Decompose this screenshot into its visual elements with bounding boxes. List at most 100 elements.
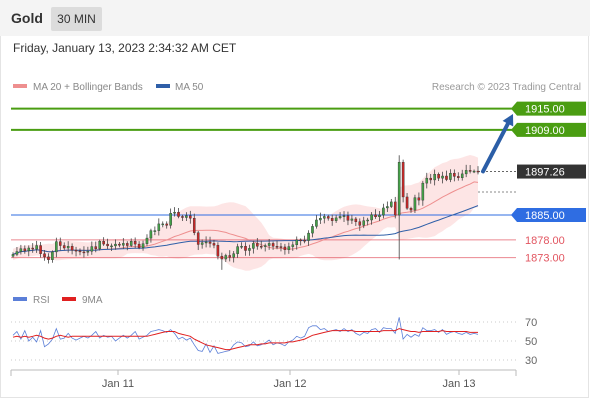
candle-body (338, 216, 342, 219)
credit-label: Research © 2023 Trading Central (432, 82, 581, 93)
candle-body (441, 175, 444, 179)
candle-body (181, 216, 184, 218)
candle-body (421, 182, 425, 201)
candle-body (334, 217, 338, 221)
candle-body (429, 177, 432, 181)
candle-body (90, 246, 94, 252)
current-price-label: 1897.26 (525, 167, 565, 179)
pivot-price-tag (511, 208, 586, 223)
candle-body (445, 175, 448, 180)
candle-body (397, 161, 401, 216)
candle-body (118, 243, 121, 246)
ma50-legend-label: MA 50 (175, 82, 204, 93)
x-tick-label: Jan 11 (102, 378, 134, 390)
candle-body (382, 207, 385, 216)
candle-body (256, 243, 259, 247)
candle-body (236, 246, 239, 254)
candle-body (122, 243, 125, 246)
candle-body (78, 250, 82, 253)
candle-body (311, 226, 314, 234)
timeframe-button[interactable]: 30 MIN (51, 7, 102, 31)
candle-body (216, 244, 220, 257)
candle-body (23, 248, 27, 252)
candle-body (137, 243, 141, 248)
candle-body (326, 216, 330, 219)
candle-body (275, 246, 279, 248)
rsi-panel: 70 50 30 (11, 317, 537, 367)
candle-body (425, 177, 429, 184)
candle-body (177, 211, 180, 217)
rsi-ma-legend-label: 9MA (82, 295, 103, 306)
candle-body (393, 201, 397, 216)
support-label: 1878.00 (525, 235, 565, 247)
candle-body (129, 241, 133, 246)
candle-body (354, 218, 358, 222)
chart-frame (0, 36, 589, 398)
candle-body (283, 246, 287, 250)
candle-body (453, 172, 456, 177)
candle-body (55, 241, 58, 253)
candle-body (386, 206, 389, 209)
candle-body (330, 218, 334, 221)
candle-body (291, 244, 295, 247)
candle-body (43, 253, 46, 258)
ma20-legend-swatch (13, 84, 27, 88)
support-label: 1873.00 (525, 253, 565, 265)
bollinger-bands (13, 155, 478, 271)
candle-body (19, 248, 23, 252)
candle-body (263, 245, 267, 247)
candle-body (114, 243, 117, 247)
rsi-legend-label: RSI (33, 295, 50, 306)
candle-body (11, 254, 15, 257)
forecast-arrow-line (481, 121, 510, 174)
candle-body (378, 214, 381, 218)
symbol-title: Gold (11, 10, 43, 26)
bollinger-band-area (13, 155, 478, 271)
candle-body (125, 243, 129, 246)
candle-body (299, 239, 302, 242)
candle-body (15, 251, 19, 255)
rsi-ma-line (12, 328, 478, 351)
candle-body (165, 223, 168, 226)
candle-body (35, 245, 38, 250)
candle-body (370, 214, 373, 221)
candle-body (240, 246, 243, 248)
candle-body (192, 218, 196, 233)
candle-body (82, 251, 86, 254)
candle-body (457, 176, 460, 178)
candle-body (185, 215, 188, 218)
candle-body (248, 248, 251, 251)
candle-body (59, 241, 62, 246)
moving-averages (12, 181, 479, 255)
candle-body (204, 241, 208, 244)
candle-body (98, 241, 101, 249)
current-price-tag (517, 164, 586, 179)
rsi-line (12, 317, 479, 354)
datetime-label: Friday, January 13, 2023 2:34:32 AM CET (13, 41, 237, 55)
candle-body (433, 174, 436, 181)
forecast-arrow-head (502, 113, 514, 127)
candle-body (157, 223, 161, 231)
candle-body (295, 239, 299, 246)
candle-body (287, 246, 291, 250)
candle-body (346, 215, 350, 221)
candle-body (70, 246, 74, 251)
candle-body (110, 245, 113, 248)
candle-body (161, 223, 165, 226)
candle-body (39, 245, 42, 254)
candle-body (31, 247, 34, 250)
candle-body (66, 246, 70, 249)
candle-body (259, 246, 263, 248)
candle-body (390, 201, 393, 207)
rsi-legend-swatch (13, 297, 27, 301)
candle-body (133, 241, 137, 245)
candle-body (189, 215, 192, 219)
candle-body (476, 170, 480, 173)
candle-body (74, 249, 78, 252)
candle-body (366, 219, 369, 222)
ma50-legend-swatch (156, 84, 170, 88)
candle-body (173, 211, 176, 214)
candle-body (102, 241, 105, 245)
candle-body (220, 255, 224, 260)
